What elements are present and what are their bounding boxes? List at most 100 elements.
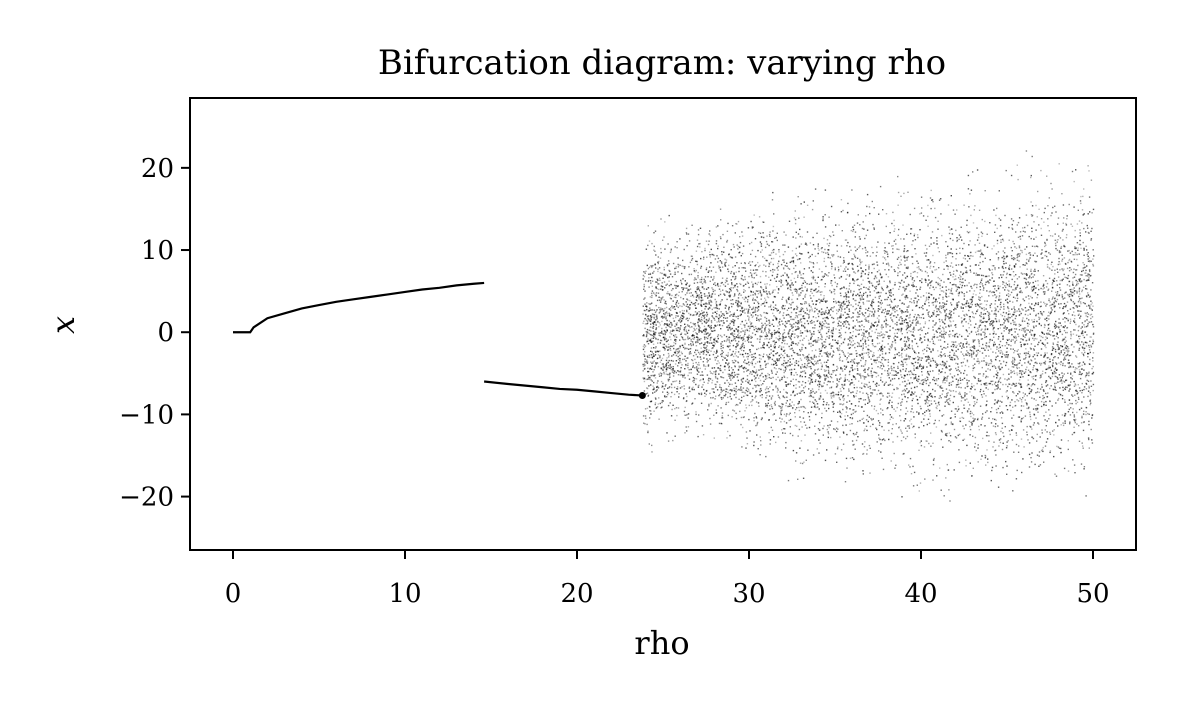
scatter-point: [766, 377, 768, 380]
scatter-point: [953, 344, 956, 346]
scatter-point: [669, 367, 671, 369]
scatter-point: [862, 221, 864, 223]
scatter-point: [1021, 251, 1023, 254]
scatter-point: [880, 376, 882, 379]
scatter-point: [728, 306, 730, 308]
scatter-point: [983, 357, 985, 359]
scatter-point: [1034, 292, 1037, 294]
scatter-point: [1002, 274, 1004, 276]
scatter-point: [715, 240, 718, 242]
scatter-point: [1012, 289, 1014, 291]
scatter-point: [778, 346, 780, 348]
scatter-point: [1087, 321, 1090, 323]
scatter-point: [685, 363, 687, 366]
scatter-point: [665, 373, 667, 375]
scatter-point: [726, 277, 728, 280]
scatter-point: [945, 388, 948, 390]
scatter-point: [658, 332, 660, 334]
scatter-point: [1079, 232, 1081, 234]
scatter-point: [988, 318, 991, 320]
scatter-point: [738, 301, 741, 303]
scatter-point: [1052, 296, 1054, 298]
scatter-point: [722, 377, 725, 379]
scatter-point: [741, 353, 744, 356]
scatter-point: [871, 263, 874, 266]
scatter-point: [957, 408, 960, 411]
scatter-point: [866, 205, 868, 208]
scatter-point: [814, 327, 816, 329]
scatter-point: [660, 373, 663, 375]
scatter-point: [1047, 259, 1049, 261]
scatter-point: [1006, 395, 1008, 397]
scatter-point: [1044, 344, 1046, 346]
scatter-point: [703, 293, 706, 295]
scatter-point: [1080, 463, 1083, 465]
scatter-point: [893, 357, 895, 359]
scatter-point: [708, 326, 711, 328]
scatter-point: [722, 313, 725, 315]
scatter-point: [679, 369, 682, 372]
scatter-point: [770, 397, 773, 399]
scatter-point: [749, 371, 752, 373]
scatter-point: [859, 373, 862, 375]
scatter-point: [920, 444, 923, 447]
scatter-point: [1060, 379, 1063, 381]
scatter-point: [847, 263, 849, 265]
scatter-point: [768, 233, 771, 236]
scatter-point: [1014, 289, 1016, 291]
scatter-point: [841, 360, 844, 362]
scatter-point: [787, 364, 790, 367]
scatter-point: [753, 311, 755, 313]
scatter-point: [761, 303, 764, 305]
scatter-point: [657, 262, 659, 265]
scatter-point: [825, 353, 827, 355]
scatter-point: [784, 362, 787, 364]
scatter-point: [694, 271, 696, 273]
scatter-point: [988, 291, 991, 293]
scatter-point: [817, 360, 819, 362]
scatter-point: [1038, 318, 1040, 321]
scatter-point: [1030, 343, 1033, 345]
scatter-point: [949, 365, 951, 367]
scatter-point: [653, 331, 656, 333]
scatter-point: [894, 298, 896, 300]
scatter-point: [690, 338, 692, 341]
scatter-point: [993, 313, 995, 315]
scatter-point: [744, 324, 746, 326]
scatter-point: [820, 368, 823, 370]
scatter-point: [768, 322, 771, 324]
scatter-point: [932, 304, 935, 306]
scatter-point: [1022, 392, 1024, 394]
scatter-point: [998, 299, 1001, 301]
scatter-point: [706, 315, 708, 317]
scatter-point: [842, 305, 844, 307]
scatter-point: [781, 363, 783, 366]
scatter-point: [994, 268, 996, 271]
scatter-point: [710, 372, 712, 374]
scatter-point: [881, 439, 884, 441]
scatter-point: [925, 382, 928, 385]
scatter-point: [804, 301, 806, 303]
scatter-point: [748, 318, 750, 320]
scatter-point: [808, 377, 810, 379]
scatter-point: [870, 304, 872, 306]
scatter-point: [950, 390, 952, 392]
scatter-point: [1001, 345, 1004, 347]
scatter-point: [715, 304, 718, 306]
scatter-point: [1058, 325, 1060, 328]
scatter-point: [878, 315, 880, 317]
scatter-point: [674, 271, 676, 273]
scatter-point: [950, 321, 952, 323]
scatter-point: [912, 320, 914, 322]
scatter-point: [1011, 228, 1014, 230]
scatter-point: [999, 388, 1001, 390]
scatter-point: [931, 396, 934, 398]
scatter-point: [1058, 322, 1060, 324]
scatter-point: [765, 317, 768, 320]
scatter-point: [908, 317, 910, 319]
scatter-point: [797, 380, 800, 383]
scatter-point: [1004, 325, 1006, 327]
scatter-point: [782, 339, 784, 341]
scatter-point: [935, 323, 937, 325]
scatter-point: [851, 382, 853, 384]
